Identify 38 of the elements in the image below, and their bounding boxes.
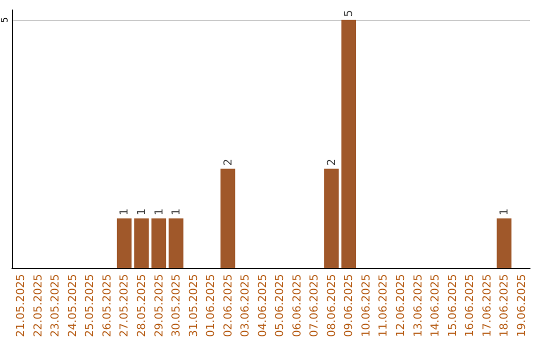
x-tick-label: 12.06.2025 [394,274,407,338]
data-label: 2 [324,158,338,166]
data-label: 5 [342,10,356,17]
x-tick-label: 22.05.2025 [31,274,44,338]
x-tick-label: 05.06.2025 [273,274,286,338]
x-tick-label: 24.05.2025 [66,274,79,338]
x-tick-label: 04.06.2025 [256,274,269,338]
data-label: 1 [170,208,183,216]
x-tick-label: 16.06.2025 [463,274,476,338]
x-tick-label: 18.06.2025 [498,274,511,338]
x-tick-label: 13.06.2025 [411,274,424,338]
x-tick-label: 17.06.2025 [480,274,494,338]
x-tick-label: 10.06.2025 [359,274,372,338]
data-label: 1 [118,208,131,216]
data-label: 1 [498,208,511,216]
x-tick-label: 02.06.2025 [221,274,234,338]
x-tick-label: 19.06.2025 [514,274,528,338]
data-label: 1 [152,208,166,216]
x-tick-label: 26.05.2025 [100,274,114,338]
x-tick-label: 08.06.2025 [324,274,338,338]
x-tick-label: 03.06.2025 [238,274,252,338]
x-tick-label: 25.05.2025 [83,274,96,338]
x-tick-label: 14.06.2025 [428,274,442,338]
x-tick-label: 23.05.2025 [48,274,62,338]
x-tick-label: 07.06.2025 [308,274,321,338]
x-tick-label: 09.06.2025 [342,274,356,338]
x-tick-label: 30.05.2025 [170,274,183,338]
x-tick-label: 06.06.2025 [290,274,304,338]
x-tick-label: 27.05.2025 [118,274,131,338]
x-tick-label: 01.06.2025 [204,274,218,338]
x-tick-label: 21.05.2025 [14,274,28,338]
x-tick-label: 31.05.2025 [186,274,200,338]
x-tick-label: 29.05.2025 [152,274,166,338]
x-tick-label: 15.06.2025 [446,274,459,338]
x-tick-label: 11.06.2025 [376,274,390,338]
data-label: 2 [221,158,234,166]
x-tick-label: 28.05.2025 [135,274,148,338]
data-label: 1 [135,208,148,216]
